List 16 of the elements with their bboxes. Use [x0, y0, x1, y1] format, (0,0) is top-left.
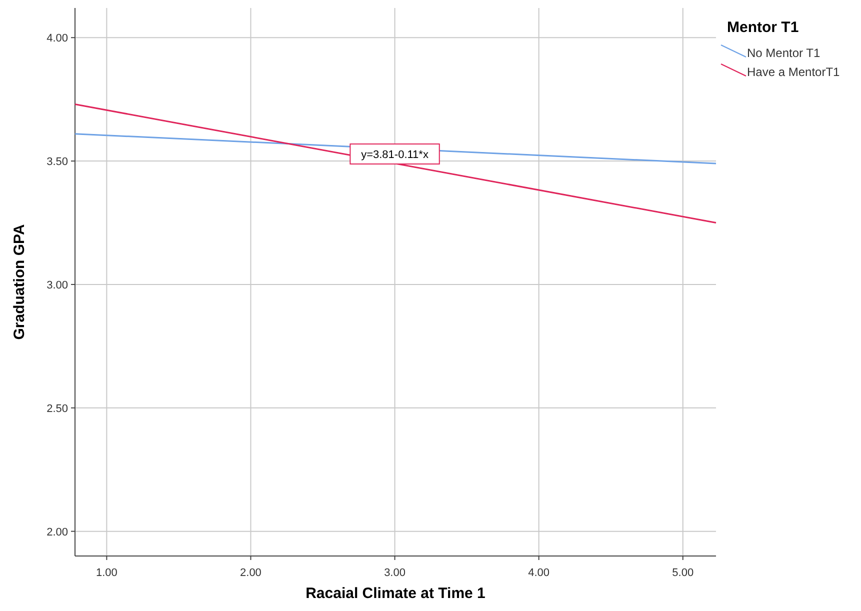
legend-title: Mentor T1 [727, 19, 799, 36]
legend-label: No Mentor T1 [747, 46, 820, 60]
y-tick-label: 2.50 [46, 402, 68, 415]
x-tick-label: 2.00 [240, 567, 262, 579]
x-tick-label: 3.00 [384, 567, 406, 579]
y-axis-title: Graduation GPA [11, 224, 28, 340]
x-tick-label: 1.00 [96, 567, 118, 579]
x-axis-title: Racaial Climate at Time 1 [306, 585, 486, 602]
x-tick-label: 5.00 [672, 567, 694, 579]
y-tick-label: 2.00 [46, 526, 68, 538]
annotation: y=3.81-0.11*x [361, 148, 429, 161]
y-tick-label: 3.50 [46, 156, 68, 168]
legend-label: Have a MentorT1 [747, 65, 840, 79]
y-tick-label: 3.00 [46, 279, 68, 292]
x-tick-label: 4.00 [528, 567, 550, 579]
y-tick-label: 4.00 [46, 32, 68, 45]
